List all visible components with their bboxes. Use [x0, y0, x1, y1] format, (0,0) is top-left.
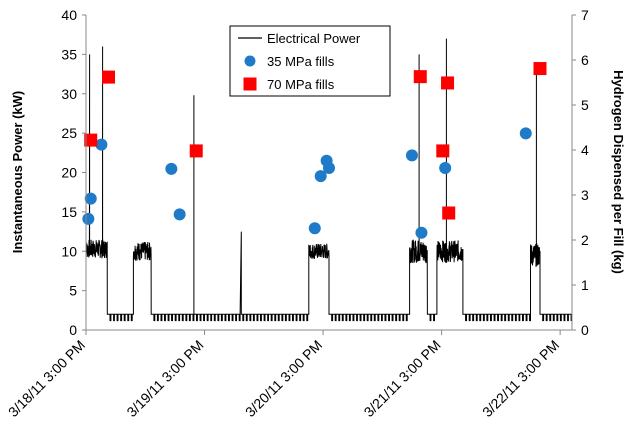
point-35mpa	[308, 222, 321, 235]
right-tick-label: 3	[581, 187, 589, 203]
legend-label-power: Electrical Power	[267, 31, 361, 46]
point-35mpa	[165, 162, 178, 175]
left-tick-label: 30	[61, 86, 77, 102]
power-series	[85, 38, 573, 322]
point-35mpa	[439, 162, 452, 174]
point-70mpa	[189, 144, 203, 158]
right-tick-labels: 0 1 2 3 4 5 6 7	[572, 7, 589, 338]
legend-label-70mpa: 70 MPa fills	[267, 77, 335, 92]
left-tick-label: 5	[69, 283, 77, 299]
y2-axis-title: Hydrogen Dispensed per Fill (kg)	[611, 70, 626, 274]
left-tick-label: 0	[69, 322, 77, 338]
left-tick-labels: 0 5 10 15 20 25 30 35 40	[61, 7, 86, 338]
point-70mpa	[84, 133, 98, 147]
point-35mpa	[95, 138, 108, 151]
right-tick-label: 4	[581, 142, 589, 158]
left-tick-label: 10	[61, 243, 77, 259]
point-35mpa	[405, 149, 418, 162]
point-35mpa	[415, 226, 428, 239]
x-tick-label: 3/22/11 3:00 PM	[479, 337, 562, 420]
right-tick-label: 5	[581, 97, 589, 113]
point-70mpa	[436, 144, 450, 158]
point-35mpa	[82, 212, 95, 225]
point-70mpa	[442, 206, 456, 220]
left-tick-label: 20	[61, 165, 77, 181]
left-tick-label: 15	[61, 204, 77, 220]
point-35mpa	[84, 192, 97, 205]
electrical-power-line	[85, 38, 573, 322]
point-35mpa	[314, 170, 327, 183]
legend-circle-swatch	[244, 55, 256, 67]
point-70mpa	[533, 62, 547, 76]
x-tick-label: 3/19/11 3:00 PM	[123, 337, 206, 420]
right-tick-label: 1	[581, 277, 589, 293]
right-tick-label: 0	[581, 322, 589, 338]
y-axis-title: Instantaneous Power (kW)	[10, 91, 25, 254]
x-tick-label: 3/20/11 3:00 PM	[242, 337, 325, 420]
right-tick-label: 7	[581, 7, 589, 23]
x-tick-label: 3/21/11 3:00 PM	[361, 337, 444, 420]
right-tick-label: 6	[581, 52, 589, 68]
left-tick-label: 40	[61, 7, 77, 23]
legend: Electrical Power 35 MPa fills 70 MPa fil…	[229, 25, 391, 97]
x-tick-labels: 3/18/11 3:00 PM 3/19/11 3:00 PM 3/20/11 3:…	[5, 330, 562, 420]
point-35mpa	[323, 162, 335, 174]
point-70mpa	[441, 76, 455, 90]
x-tick-label: 3/18/11 3:00 PM	[5, 337, 88, 420]
legend-square-swatch	[243, 77, 257, 91]
point-70mpa	[102, 70, 116, 84]
left-tick-label: 35	[61, 46, 77, 62]
point-35mpa	[519, 127, 532, 140]
marker-series	[82, 62, 547, 239]
point-70mpa	[413, 70, 427, 84]
point-35mpa	[173, 208, 186, 221]
legend-label-35mpa: 35 MPa fills	[267, 54, 335, 69]
left-tick-label: 25	[61, 125, 77, 141]
right-tick-label: 2	[581, 232, 589, 248]
